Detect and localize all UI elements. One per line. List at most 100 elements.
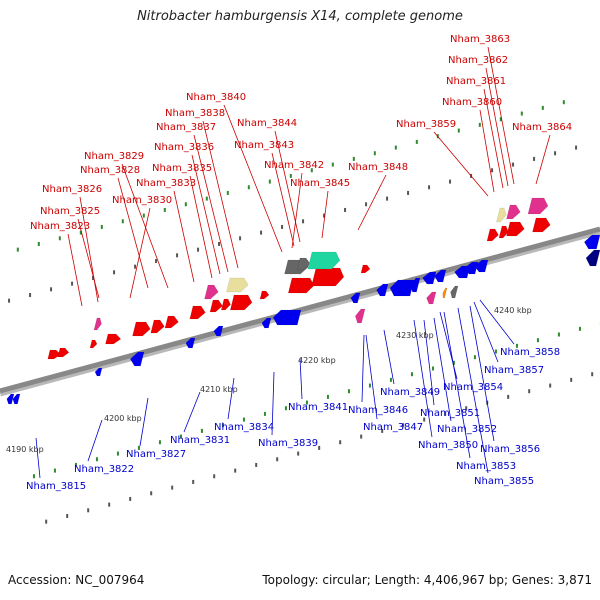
leader-line <box>457 307 489 474</box>
leader-line <box>271 371 275 436</box>
tick-mark <box>533 156 536 161</box>
leader-line <box>483 88 504 189</box>
tick-mark <box>344 207 347 212</box>
gene-features <box>6 197 600 405</box>
tick-mark <box>473 355 476 360</box>
tick-layer <box>8 100 600 524</box>
gene-label: Nham_3845 <box>290 178 350 189</box>
gene-label: Nham_3860 <box>442 97 502 108</box>
leader-line <box>77 218 100 299</box>
tick-mark <box>305 400 308 405</box>
gene-label: Nham_3849 <box>380 387 440 398</box>
gene-label: Nham_3841 <box>288 402 348 413</box>
gene-labels: Nham_3823 Nham_3825 Nham_3826 Nham_3828 Nham… <box>26 34 572 492</box>
tick-mark <box>221 423 224 428</box>
gene-arrow <box>442 287 448 299</box>
leader-line <box>535 134 551 185</box>
tick-mark <box>163 207 166 212</box>
tick-mark <box>402 423 405 428</box>
gene-arrow <box>287 277 315 294</box>
gene-arrow <box>220 298 231 311</box>
gene-label: Nham_3838 <box>165 108 225 119</box>
tick-mark <box>478 122 481 127</box>
tick-mark <box>331 162 334 167</box>
gene-label: Nham_3851 <box>420 408 480 419</box>
tick-mark <box>95 457 98 462</box>
gene-arrow <box>426 291 437 305</box>
gene-label: Nham_3836 <box>154 142 214 153</box>
gene-arrow <box>272 309 302 326</box>
gene-arrow <box>585 249 600 267</box>
leader-line <box>183 391 201 433</box>
leader-line <box>485 67 509 187</box>
scale-label: 4220 kbp <box>298 356 336 365</box>
tick-mark <box>499 117 502 122</box>
gene-arrow <box>209 299 223 313</box>
scale-labels: 4190 kbp 4200 kbp 4210 kbp 4220 kbp 4230 kbp… <box>6 306 532 454</box>
gene-arrow <box>204 284 219 300</box>
gene-arrow <box>185 337 196 349</box>
scale-label: 4190 kbp <box>6 445 44 454</box>
tick-mark <box>74 462 77 467</box>
tick-mark <box>578 326 581 331</box>
leader-line <box>469 305 495 442</box>
tick-mark <box>268 179 271 184</box>
leader-line <box>413 319 433 438</box>
gene-label: Nham_3861 <box>446 76 506 87</box>
tick-mark <box>407 190 410 195</box>
tick-mark <box>197 247 200 252</box>
gene-arrow <box>259 290 270 300</box>
leader-line <box>487 46 515 185</box>
gene-label: Nham_3842 <box>264 160 324 171</box>
tick-mark <box>129 496 132 501</box>
tick-mark <box>415 139 418 144</box>
tick-mark <box>326 394 329 399</box>
tick-mark <box>360 434 363 439</box>
leader-line <box>189 175 213 279</box>
gene-label: Nham_3829 <box>84 151 144 162</box>
tick-mark <box>575 145 578 150</box>
tick-mark <box>449 179 452 184</box>
tick-mark <box>373 151 376 156</box>
gene-label: Nham_3835 <box>152 163 212 174</box>
gene-arrow <box>226 277 249 293</box>
gene-arrow <box>496 207 507 223</box>
tick-mark <box>32 474 35 479</box>
tick-mark <box>116 451 119 456</box>
tick-mark <box>134 264 137 269</box>
map-title: Nitrobacter hamburgensis X14, complete g… <box>137 9 463 24</box>
tick-mark <box>29 293 32 298</box>
gene-label: Nham_3823 <box>30 221 90 232</box>
tick-mark <box>260 230 263 235</box>
tick-mark <box>263 411 266 416</box>
gene-label: Nham_3863 <box>450 34 510 45</box>
tick-mark <box>218 241 221 246</box>
gene-label: Nham_3857 <box>484 365 544 376</box>
tick-mark <box>247 185 250 190</box>
gene-label: Nham_3826 <box>42 184 102 195</box>
gene-arrow <box>12 393 21 405</box>
gene-arrow <box>506 204 521 220</box>
leader-line <box>117 177 149 289</box>
gene-label: Nham_3833 <box>136 178 196 189</box>
gene-label: Nham_3822 <box>74 464 134 475</box>
gene-label: Nham_3831 <box>170 435 230 446</box>
tick-mark <box>213 474 216 479</box>
tick-mark <box>431 366 434 371</box>
tick-mark <box>284 406 287 411</box>
tick-mark <box>184 202 187 207</box>
tick-mark <box>37 241 40 246</box>
tick-mark <box>155 258 158 263</box>
tick-mark <box>281 224 284 229</box>
tick-mark <box>45 519 48 524</box>
gene-arrow <box>506 221 525 237</box>
tick-mark <box>347 389 350 394</box>
gene-arrow <box>57 347 70 358</box>
gene-label: Nham_3846 <box>348 405 408 416</box>
tick-mark <box>100 224 103 229</box>
tick-mark <box>297 451 300 456</box>
gene-label: Nham_3859 <box>396 119 456 130</box>
leader-line <box>191 154 221 275</box>
leader-line <box>439 311 458 380</box>
tick-mark <box>150 491 153 496</box>
